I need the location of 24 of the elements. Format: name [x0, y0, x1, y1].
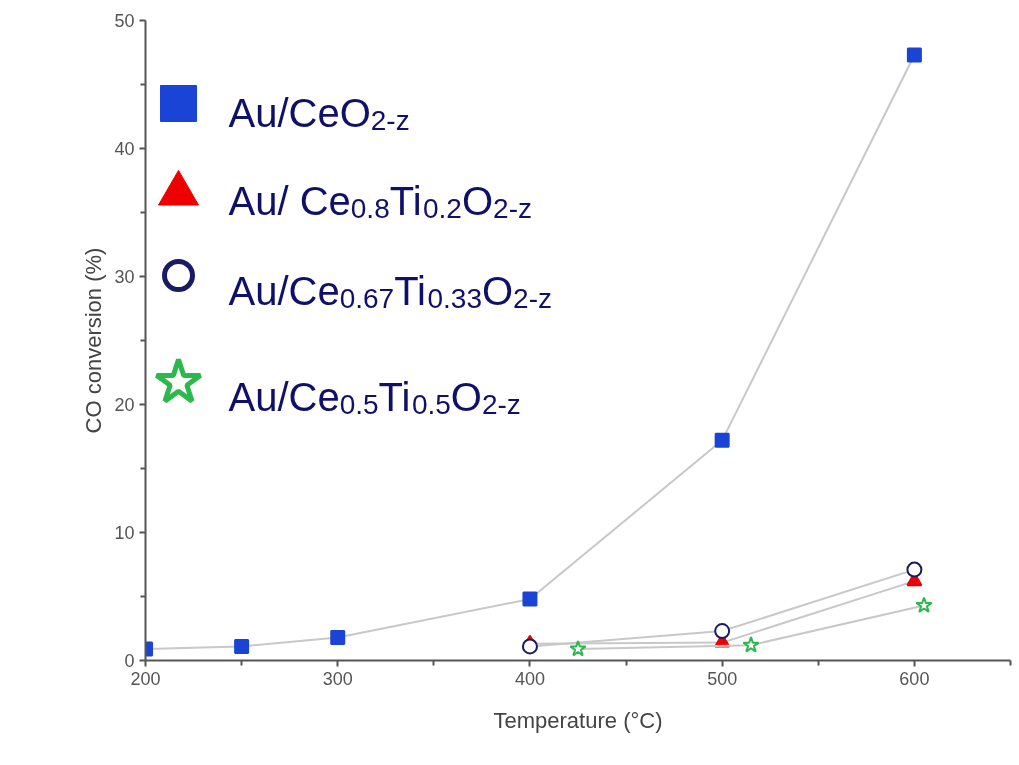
point: [522, 591, 538, 607]
point: [906, 561, 923, 578]
x-tick-label: 300: [322, 668, 353, 689]
point: [915, 596, 933, 613]
x-axis-title: Temperature (°C): [493, 707, 663, 733]
x-tick-label: 400: [514, 668, 545, 689]
point: [569, 639, 587, 657]
x-tick-label: 600: [899, 668, 930, 689]
y-axis-title: CO conversion (%): [81, 247, 107, 434]
point: [742, 636, 760, 653]
point: [521, 638, 538, 655]
y-tick-label: 20: [114, 395, 135, 415]
y-tick-label: 40: [114, 139, 135, 159]
point: [234, 638, 250, 654]
x-tick-label: 500: [707, 668, 738, 689]
y-tick-label: 50: [114, 11, 135, 31]
y-tick-label: 30: [114, 267, 135, 287]
y-tick-label: 10: [114, 523, 135, 543]
x-tick-label: 200: [130, 668, 161, 689]
y-tick-label: 0: [124, 651, 135, 671]
point: [714, 432, 730, 448]
point: [906, 47, 922, 63]
point: [714, 623, 731, 640]
point: [330, 629, 346, 645]
